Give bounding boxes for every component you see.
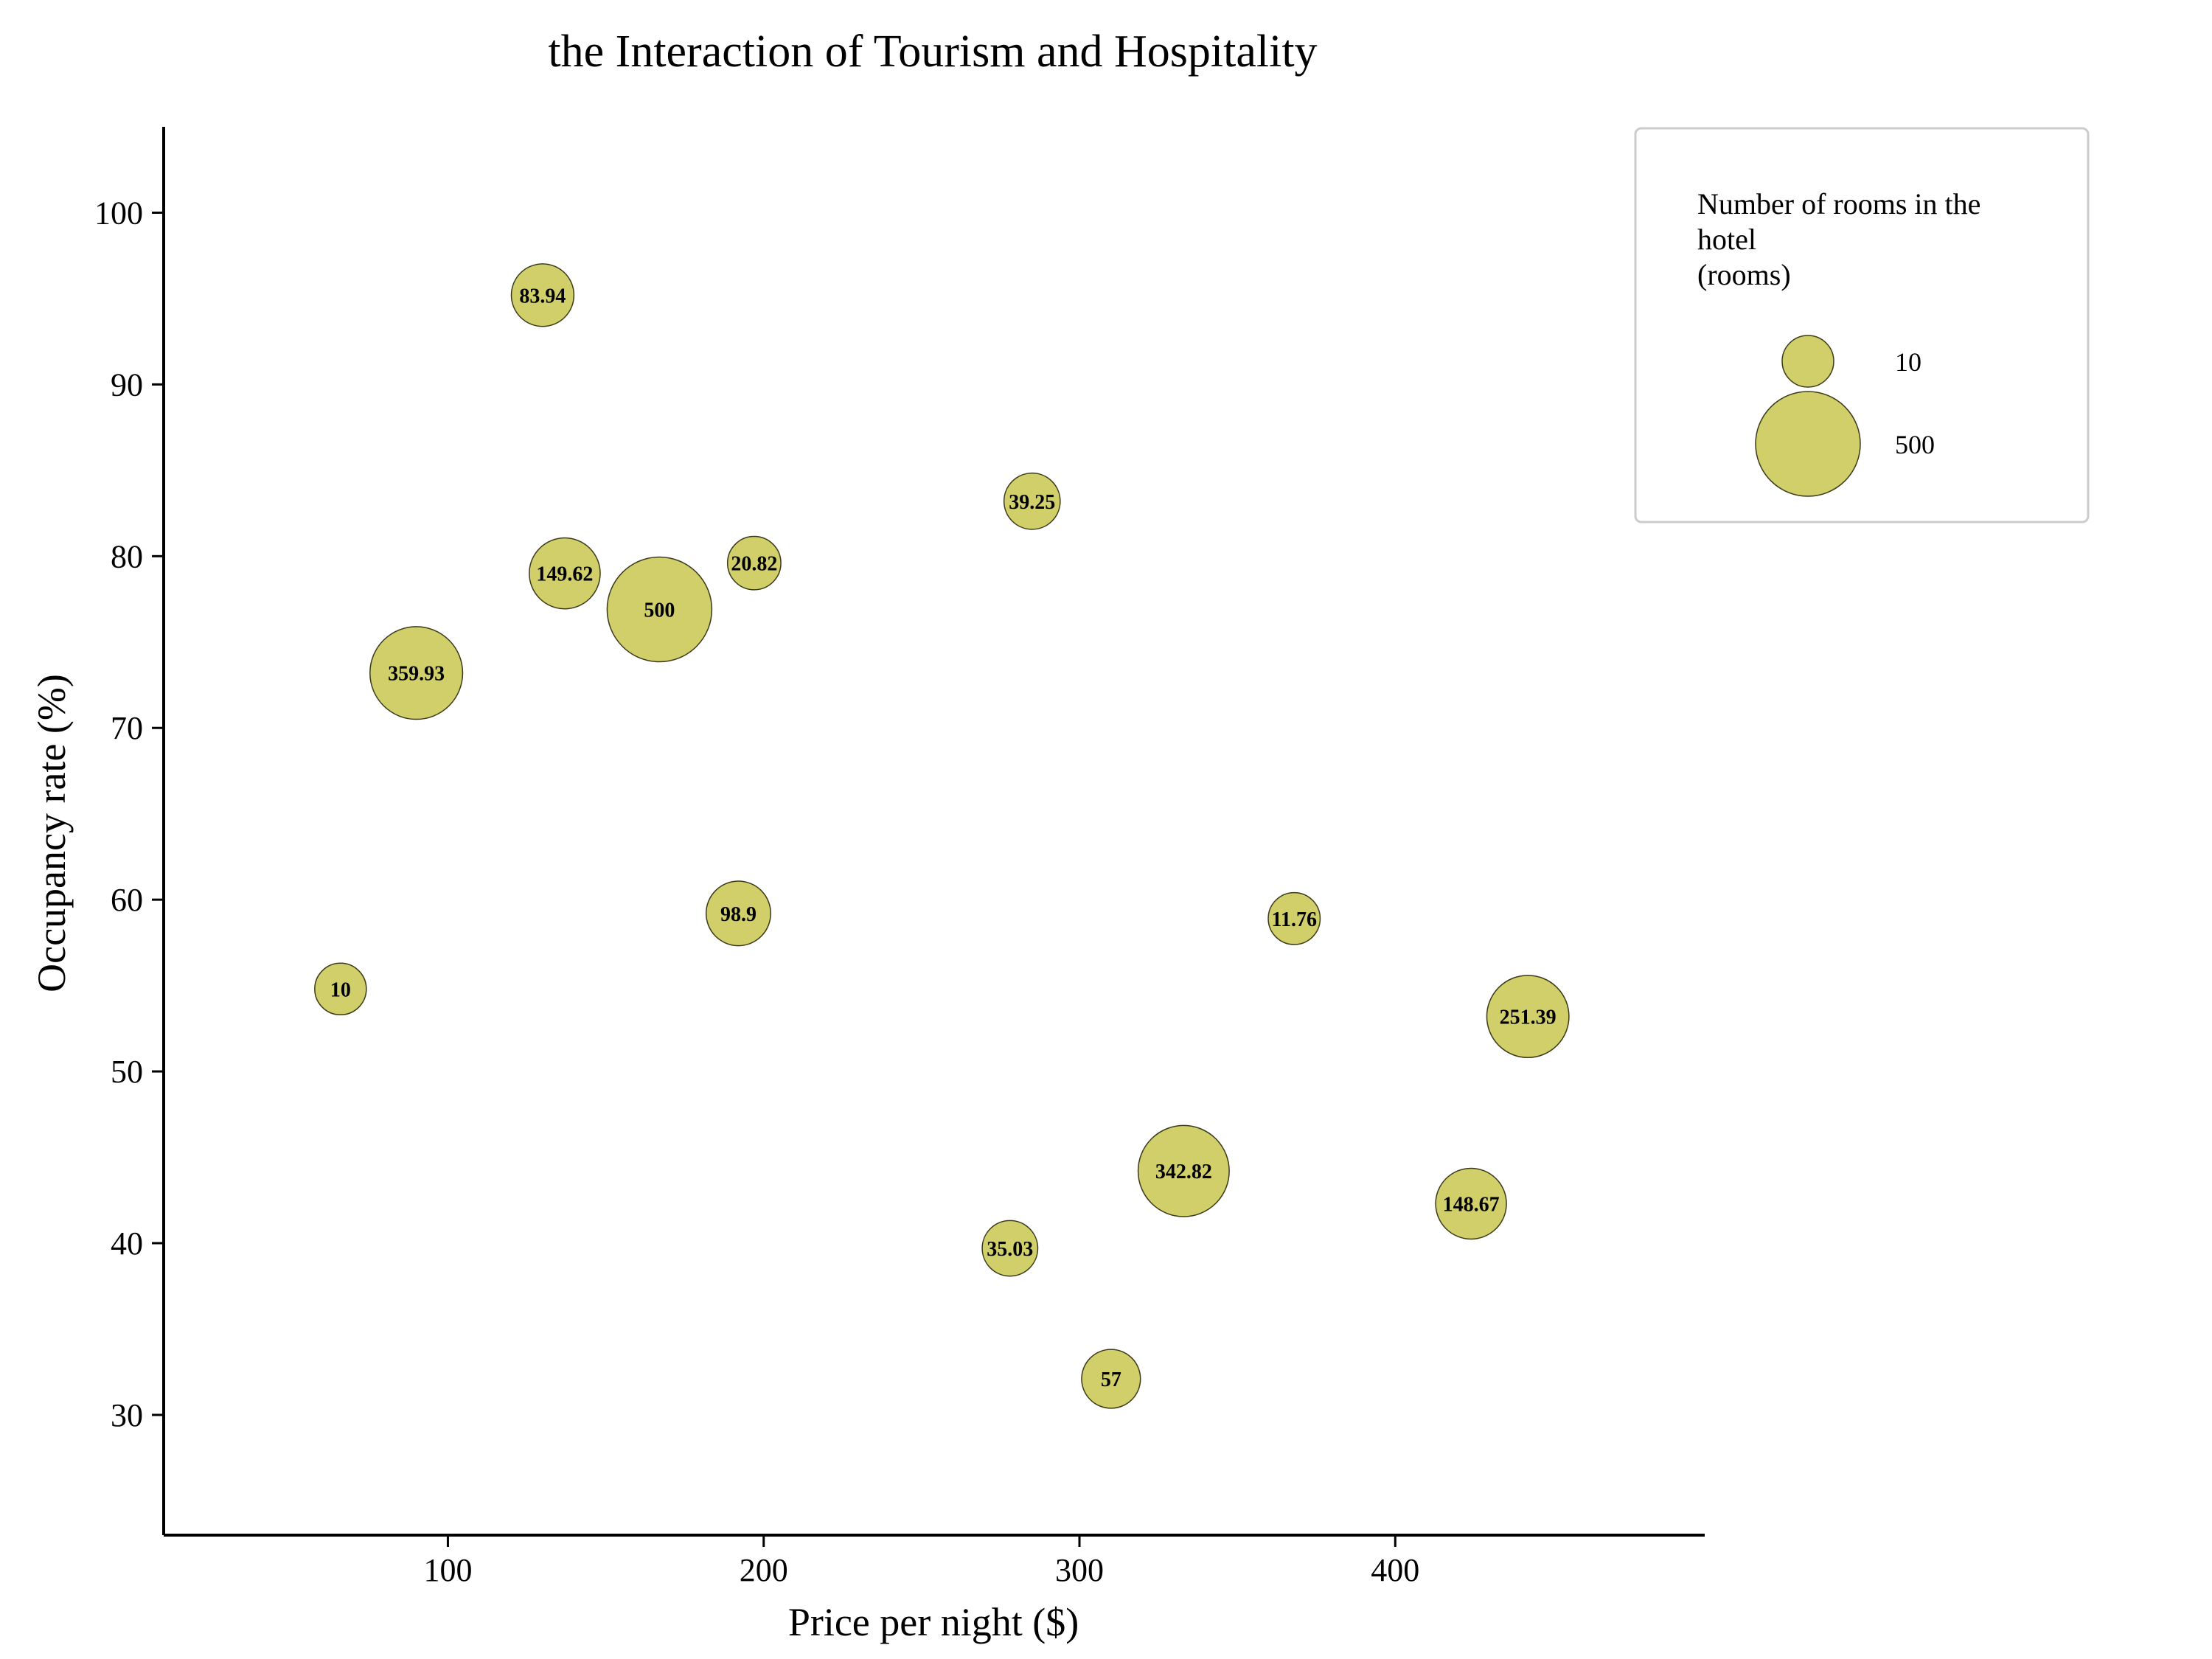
bubble-value-label: 57 <box>1101 1368 1121 1391</box>
x-tick-label: 400 <box>1371 1552 1419 1588</box>
legend-bubble <box>1755 391 1861 497</box>
legend-title-line-1: Number of rooms in the <box>1697 187 1980 220</box>
data-bubble <box>369 626 464 720</box>
data-bubble <box>981 1220 1039 1277</box>
data-bubble <box>1137 1124 1230 1217</box>
legend-entry-label: 500 <box>1895 430 1935 459</box>
y-axis-ticks: 30 40 50 60 70 80 90 100 <box>94 195 164 1433</box>
data-bubble <box>529 537 601 610</box>
x-tick-label: 300 <box>1055 1552 1104 1588</box>
size-legend: Number of rooms in the hotel (rooms) 10 5… <box>1634 127 2090 524</box>
bubble-value-label: 251.39 <box>1500 1006 1557 1029</box>
bubble-value-label: 149.62 <box>536 563 593 586</box>
y-axis-label: Occupancy rate (%) <box>29 674 74 992</box>
y-tick-label: 60 <box>111 882 143 918</box>
data-bubble <box>606 556 713 663</box>
bubble-value-label: 10 <box>330 978 351 1001</box>
data-bubble <box>1267 891 1321 945</box>
bubble-value-label: 342.82 <box>1155 1161 1212 1183</box>
y-tick-label: 80 <box>111 538 143 574</box>
bubble-value-label: 98.9 <box>720 903 757 926</box>
y-tick-label: 90 <box>111 366 143 403</box>
data-bubble <box>1003 472 1061 530</box>
y-tick-label: 50 <box>111 1054 143 1090</box>
legend-entry-label: 10 <box>1895 347 1921 377</box>
data-bubble <box>726 535 782 591</box>
legend-title-line-2: hotel <box>1697 223 1756 256</box>
y-tick-label: 70 <box>111 710 143 746</box>
bubble-value-label: 11.76 <box>1272 908 1317 931</box>
y-tick-label: 30 <box>111 1397 143 1433</box>
y-tick-label: 40 <box>111 1225 143 1262</box>
x-tick-label: 100 <box>423 1552 472 1588</box>
data-bubble <box>510 263 575 327</box>
x-axis-ticks: 100 200 300 400 <box>423 1535 1419 1588</box>
legend-items: 10 500 <box>1755 335 1935 497</box>
x-tick-label: 200 <box>740 1552 788 1588</box>
data-bubble <box>1081 1349 1141 1409</box>
bubble-value-label: 39.25 <box>1009 491 1055 514</box>
chart-title: the Interaction of Tourism and Hospitali… <box>548 27 1317 77</box>
legend-bubble <box>1781 335 1834 388</box>
bubble-value-label: 83.94 <box>519 285 566 307</box>
data-bubble <box>1486 975 1570 1059</box>
y-tick-label: 100 <box>94 195 143 231</box>
bubble-value-label: 148.67 <box>1443 1193 1500 1216</box>
data-bubble <box>314 962 367 1016</box>
plot-area: 10 359.93 83.94 149.62 500 98.9 20.82 35.03 39.2… <box>314 263 1570 1409</box>
legend-frame <box>1634 127 2090 524</box>
legend-title-line-3: (rooms) <box>1697 258 1791 291</box>
bubble-value-label: 500 <box>644 599 675 622</box>
bubble-value-label: 35.03 <box>987 1238 1033 1261</box>
x-axis-label: Price per night ($) <box>788 1600 1079 1644</box>
data-bubble <box>705 880 772 947</box>
data-bubble <box>1435 1167 1507 1240</box>
bubble-value-label: 359.93 <box>388 663 445 686</box>
bubble-value-label: 20.82 <box>731 553 777 576</box>
